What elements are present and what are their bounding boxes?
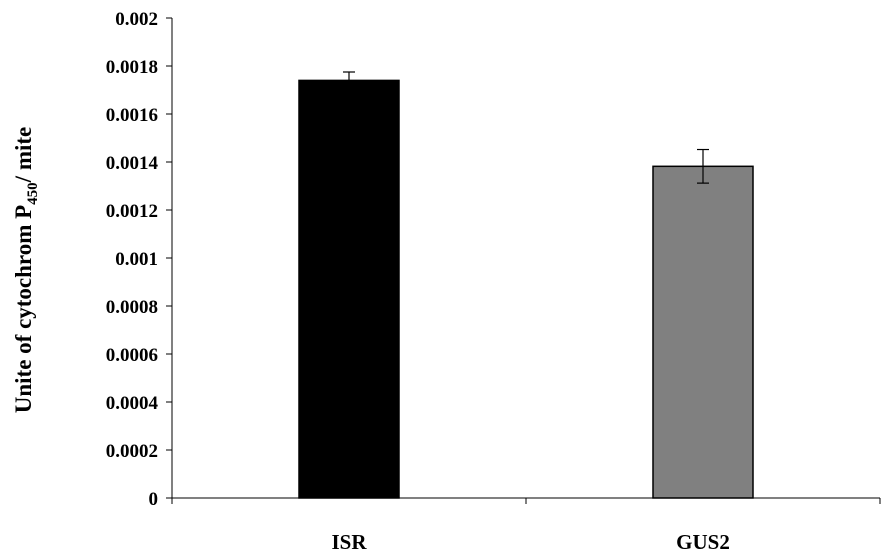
y-tick-label: 0.002 (115, 9, 158, 30)
y-axis-label-main: Unite of cytochrom P (11, 205, 36, 413)
y-axis-label-subscript: 450 (25, 182, 41, 205)
bar-gus2 (652, 165, 754, 499)
y-tick-label: 0.0016 (106, 105, 158, 126)
bar-isr (298, 79, 400, 499)
y-axis-label-suffix: / mite (11, 127, 36, 184)
y-tick-label: 0.0018 (106, 57, 158, 78)
y-tick-label: 0.0008 (106, 297, 158, 318)
y-tick-label: 0.001 (115, 249, 158, 270)
y-tick-label: 0.0014 (106, 153, 159, 174)
y-tick-label: 0.0012 (106, 201, 158, 222)
y-tick-label: 0.0006 (106, 345, 158, 366)
y-tick-label: 0.0004 (106, 393, 159, 414)
y-tick-label: 0 (149, 489, 159, 510)
y-tick-label: 0.0002 (106, 441, 158, 462)
x-category-label: ISR (331, 530, 367, 554)
plot-area: 0 0.0002 0.0004 0.0006 0.0008 0.001 0.0012 0.00… (106, 9, 881, 554)
x-category-label: GUS2 (676, 530, 730, 554)
y-axis-label: Unite of cytochrom P450/ mite (11, 127, 41, 414)
